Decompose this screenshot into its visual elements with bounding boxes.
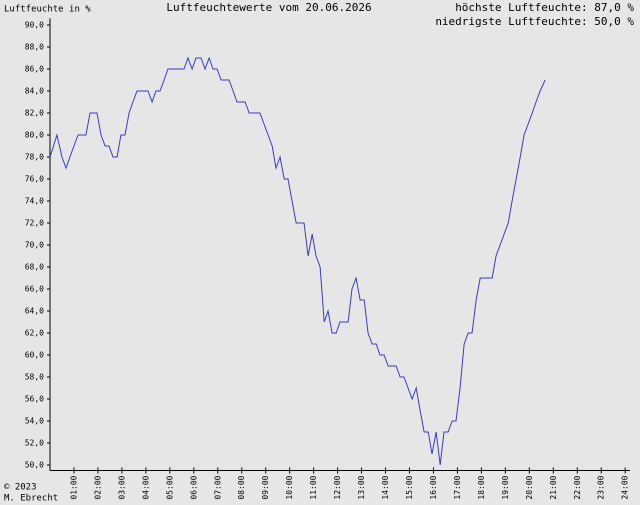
y-tick-label: 62,0 — [25, 329, 44, 338]
y-tick-label: 54,0 — [25, 417, 44, 426]
x-tick-label: 23:00 — [597, 475, 606, 499]
x-tick-label: 01:00 — [69, 475, 78, 499]
y-tick-label: 90,0 — [25, 21, 44, 30]
x-tick-label: 06:00 — [189, 475, 198, 499]
y-tick-label: 84,0 — [25, 87, 44, 96]
y-tick-label: 66,0 — [25, 285, 44, 294]
x-tick-label: 21:00 — [549, 475, 558, 499]
chart-title: Luftfeuchtewerte vom 20.06.2026 — [166, 1, 371, 14]
annotation: niedrigste Luftfeuchte: 50,0 % — [435, 15, 634, 28]
y-tick-label: 74,0 — [25, 197, 44, 206]
x-tick-label: 02:00 — [93, 475, 102, 499]
x-tick-label: 13:00 — [357, 475, 366, 499]
y-tick-label: 56,0 — [25, 395, 44, 404]
x-tick-label: 24:00 — [621, 475, 630, 499]
footer: © 2023 — [4, 483, 37, 493]
x-tick-label: 12:00 — [333, 475, 342, 499]
y-tick-label: 86,0 — [25, 65, 44, 74]
y-tick-label: 78,0 — [25, 153, 44, 162]
y-tick-label: 58,0 — [25, 373, 44, 382]
footer: M. Ebrecht — [4, 494, 58, 504]
y-tick-label: 76,0 — [25, 175, 44, 184]
y-tick-label: 50,0 — [25, 461, 44, 470]
x-tick-label: 07:00 — [213, 475, 222, 499]
annotation: höchste Luftfeuchte: 87,0 % — [455, 1, 634, 14]
line-series — [49, 56, 546, 466]
x-tick-label: 09:00 — [261, 475, 270, 499]
x-tick-label: 16:00 — [429, 475, 438, 499]
y-tick-label: 70,0 — [25, 241, 44, 250]
x-tick-label: 15:00 — [405, 475, 414, 499]
y-tick-label: 80,0 — [25, 131, 44, 140]
x-tick-label: 14:00 — [381, 475, 390, 499]
x-tick-label: 17:00 — [453, 475, 462, 499]
y-tick-label: 82,0 — [25, 109, 44, 118]
y-tick-label: 52,0 — [25, 439, 44, 448]
x-tick-label: 04:00 — [141, 475, 150, 499]
x-tick-label: 22:00 — [573, 475, 582, 499]
x-tick-label: 05:00 — [165, 475, 174, 499]
x-tick-label: 08:00 — [237, 475, 246, 499]
x-tick-label: 11:00 — [309, 475, 318, 499]
y-tick-label: 72,0 — [25, 219, 44, 228]
y-axis-label: Luftfeuchte in % — [4, 5, 91, 15]
x-tick-label: 18:00 — [477, 475, 486, 499]
y-tick-label: 68,0 — [25, 263, 44, 272]
x-tick-label: 19:00 — [501, 475, 510, 499]
x-tick-label: 20:00 — [525, 475, 534, 499]
y-tick-label: 88,0 — [25, 43, 44, 52]
y-tick-label: 64,0 — [25, 307, 44, 316]
x-tick-label: 03:00 — [117, 475, 126, 499]
x-tick-label: 10:00 — [285, 475, 294, 499]
y-tick-label: 60,0 — [25, 351, 44, 360]
